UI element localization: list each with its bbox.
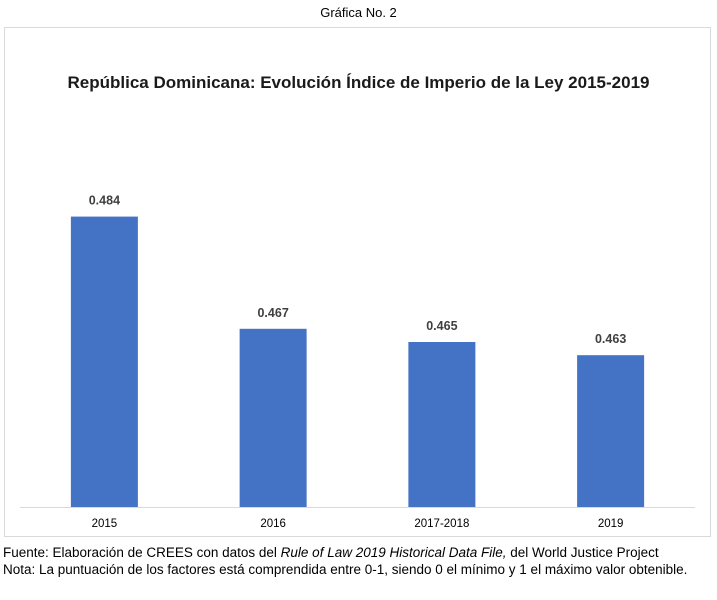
bar-2016: [239, 328, 307, 507]
x-tick-label-2015: 2015: [92, 518, 118, 530]
source-prefix: Fuente: Elaboración de CREES con datos d…: [3, 545, 281, 560]
data-label-2017-2018: 0.465: [426, 319, 457, 333]
x-tick-label-2019: 2019: [598, 518, 624, 530]
score-note: Nota: La puntuación de los factores está…: [3, 562, 688, 577]
chart-footer: Fuente: Elaboración de CREES con datos d…: [3, 544, 713, 578]
bar-2019: [577, 355, 645, 507]
figure-caption: Gráfica No. 2: [320, 5, 397, 20]
data-label-2015: 0.484: [89, 194, 120, 208]
bar-2015: [70, 216, 138, 507]
chart-title: República Dominicana: Evolución Índice d…: [67, 73, 650, 92]
source-title: Rule of Law 2019 Historical Data File,: [280, 545, 507, 560]
data-label-2019: 0.463: [595, 332, 626, 346]
x-tick-label-2016: 2016: [260, 518, 286, 530]
data-label-2016: 0.467: [257, 306, 288, 320]
x-tick-label-2017-2018: 2017-2018: [414, 518, 469, 530]
bar-2017-2018: [408, 342, 476, 507]
source-suffix: del World Justice Project: [506, 545, 659, 560]
source-note: Fuente: Elaboración de CREES con datos d…: [3, 544, 713, 561]
bar-chart: 0.484 2015 0.467 2016 0.465 2017-2018 0.463 201…: [20, 194, 695, 530]
chart-area: [4, 27, 711, 537]
